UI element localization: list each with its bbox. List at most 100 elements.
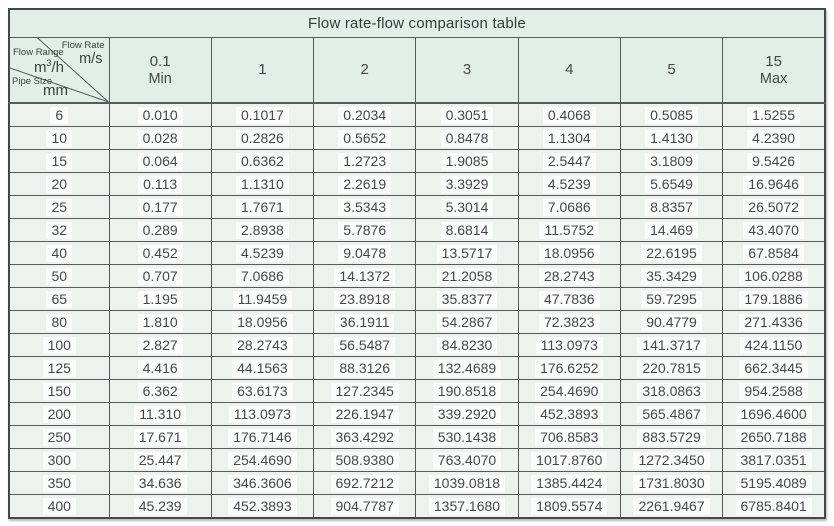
column-header: 1	[210, 37, 315, 104]
flow-value: 0.4068	[542, 106, 596, 124]
pipe-size-cell: 125	[8, 356, 110, 380]
flow-value: 883.5729	[637, 428, 706, 446]
pipe-size-cell: 300	[8, 448, 110, 472]
flow-value: 2.5447	[542, 152, 596, 170]
flow-value-cell: 4.5239	[517, 172, 621, 196]
flow-value: 226.1947	[330, 405, 399, 423]
flow-value: 18.0956	[232, 313, 293, 331]
flow-value-cell: 11.5752	[517, 218, 621, 242]
flow-value: 11.310	[134, 405, 187, 423]
pipe-size-cell: 400	[8, 494, 110, 519]
table-row: 200 11.310 113.0973 226.1947 339.2920 452.389…	[8, 402, 826, 426]
flow-value-cell: 35.8377	[415, 287, 519, 311]
flow-value-cell: 113.0973	[517, 333, 621, 357]
flow-value: 43.4070	[743, 221, 804, 239]
flow-value-cell: 22.6195	[619, 241, 724, 265]
column-header: 3	[415, 37, 519, 104]
flow-value: 63.6173	[232, 382, 293, 400]
flow-value-cell: 0.5652	[313, 126, 417, 150]
table-row: 150 6.362 63.6173 127.2345 190.8518 254.4690 3…	[8, 379, 826, 403]
table-row: 80 1.810 18.0956 36.1911 54.2867 72.3823 90.47…	[8, 310, 826, 334]
flow-value: 508.9380	[330, 451, 399, 469]
column-header: 15 Max	[722, 37, 826, 104]
flow-value-cell: 44.1563	[210, 356, 315, 380]
pipe-size-value: 25	[46, 198, 73, 216]
flow-rate-label: Flow Rate	[61, 40, 105, 51]
flow-value-cell: 763.4070	[415, 448, 519, 472]
flow-value-cell: 5.7876	[313, 218, 417, 242]
flow-value-cell: 0.028	[108, 126, 212, 150]
flow-value: 22.6195	[641, 244, 702, 262]
flow-value: 54.2867	[436, 313, 498, 331]
flow-value: 0.2034	[338, 106, 392, 124]
flow-value: 8.6814	[440, 221, 494, 239]
flow-value: 0.8478	[440, 129, 494, 147]
flow-value: 84.8230	[436, 336, 498, 354]
flow-value-cell: 90.4779	[619, 310, 724, 334]
flow-value-cell: 113.0973	[210, 402, 315, 426]
flow-value: 1.9085	[440, 152, 494, 170]
flow-value: 113.0973	[228, 405, 297, 423]
flow-value-cell: 8.6814	[415, 218, 519, 242]
flow-value: 0.707	[137, 267, 183, 285]
pipe-size-cell: 150	[8, 379, 110, 403]
flow-value: 6.362	[137, 382, 183, 400]
flow-value-cell: 179.1886	[722, 287, 826, 311]
flow-value-cell: 508.9380	[313, 448, 417, 472]
flow-value-cell: 23.8918	[313, 287, 417, 311]
flow-value-cell: 176.7146	[210, 425, 315, 449]
pipe-size-cell: 100	[8, 333, 110, 357]
header-row: Flow Rate m/s Flow Range m3/h Pipe Size …	[8, 37, 826, 104]
flow-value-cell: 2.8938	[210, 218, 315, 242]
pipe-size-cell: 15	[8, 149, 110, 173]
flow-value-cell: 1272.3450	[619, 448, 724, 472]
flow-value-cell: 35.3429	[619, 264, 724, 288]
column-speed-value: 3	[462, 61, 472, 78]
flow-value-cell: 72.3823	[517, 310, 621, 334]
table-title: Flow rate-flow comparison table	[8, 8, 826, 38]
flow-value: 190.8518	[432, 382, 502, 400]
flow-value: 11.5752	[539, 221, 600, 239]
flow-value-cell: 318.0863	[619, 379, 724, 403]
flow-value-cell: 13.5717	[415, 241, 519, 265]
flow-value-cell: 25.447	[108, 448, 212, 472]
flow-value-cell: 662.3445	[722, 356, 826, 380]
flow-value-cell: 176.6252	[517, 356, 621, 380]
flow-value: 1.1304	[542, 129, 596, 147]
flow-value-cell: 0.707	[108, 264, 212, 288]
flow-value: 36.1911	[334, 313, 395, 331]
pipe-size-label: Pipe Size	[12, 76, 53, 87]
flow-value-cell: 5.3014	[415, 195, 519, 219]
flow-value-cell: 3817.0351	[722, 448, 826, 472]
flow-value-cell: 1017.8760	[517, 448, 621, 472]
flow-value: 1017.8760	[531, 451, 608, 469]
flow-value-cell: 84.8230	[415, 333, 519, 357]
column-speed-value: 0.1	[149, 53, 171, 70]
flow-value: 452.3893	[228, 497, 297, 515]
flow-value-cell: 2261.9467	[619, 494, 724, 519]
flow-value: 13.5717	[436, 244, 498, 262]
table-row: 20 0.113 1.1310 2.2619 3.3929 4.5239 5.6549 16.…	[8, 172, 826, 196]
flow-value: 3.5343	[338, 198, 392, 216]
flow-value-cell: 0.113	[108, 172, 212, 196]
flow-value: 1731.8030	[633, 474, 710, 492]
flow-value-cell: 346.3606	[210, 471, 315, 495]
flow-value: 7.0686	[542, 198, 596, 216]
flow-value-cell: 424.1150	[722, 333, 826, 357]
flow-value-cell: 3.1809	[619, 149, 724, 173]
flow-value-cell: 4.2390	[722, 126, 826, 150]
table-row: 6 0.010 0.1017 0.2034 0.3051 0.4068 0.5085 1.52…	[8, 102, 826, 127]
diagonal-divider	[10, 38, 109, 102]
flow-table: Flow rate-flow comparison table Flow Rat…	[8, 8, 826, 519]
flow-value: 0.289	[137, 221, 183, 239]
flow-value: 692.7212	[330, 474, 399, 492]
flow-value: 3.3929	[440, 175, 494, 193]
flow-value-cell: 16.9646	[722, 172, 826, 196]
flow-value-cell: 706.8583	[517, 425, 621, 449]
flow-value: 0.028	[137, 129, 183, 147]
flow-value: 346.3606	[228, 474, 297, 492]
flow-value: 127.2345	[330, 382, 399, 400]
flow-value: 5.3014	[440, 198, 494, 216]
flow-value: 763.4070	[432, 451, 502, 469]
flow-value: 0.010	[137, 106, 183, 124]
